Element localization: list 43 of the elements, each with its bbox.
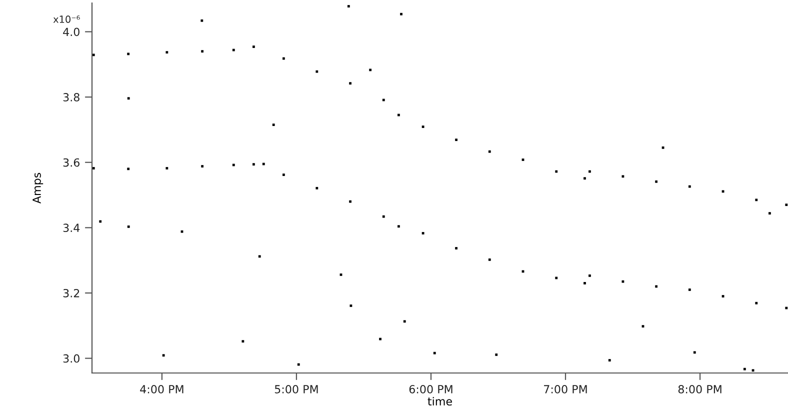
point — [127, 225, 130, 228]
y-tick-label: 3.0 — [63, 354, 80, 363]
point — [382, 215, 385, 218]
x-tick-label: 8:00 PM — [678, 385, 722, 394]
text: x10⁻⁶ — [53, 16, 80, 23]
point — [488, 150, 491, 153]
point — [755, 198, 758, 202]
point — [162, 354, 165, 357]
x-tick-label: 6:00 PM — [409, 385, 452, 394]
point — [785, 204, 788, 206]
point — [755, 302, 758, 304]
x-tick-label: 5:00 PM — [274, 385, 318, 394]
y-axis-title: Amps — [32, 172, 44, 204]
point — [127, 97, 130, 100]
point — [242, 340, 244, 343]
y-tick-label: 3.8 — [63, 93, 80, 102]
point — [127, 52, 130, 56]
point — [403, 320, 406, 323]
point — [433, 352, 436, 354]
point — [655, 180, 658, 183]
point — [488, 258, 491, 261]
point — [316, 186, 318, 190]
point — [127, 168, 130, 170]
x-tick-label: 7:00 PM — [544, 385, 587, 394]
point — [622, 280, 624, 283]
point — [200, 19, 204, 22]
y-tick-label: 3.4 — [63, 224, 80, 232]
point — [252, 163, 255, 166]
point — [622, 175, 624, 178]
point — [272, 124, 275, 126]
point — [693, 351, 696, 354]
point — [92, 54, 95, 56]
point — [201, 50, 204, 53]
y-tick-label: 3.6 — [63, 158, 80, 167]
point — [166, 51, 168, 54]
point — [316, 70, 318, 73]
x-tick-label: 4:00 PM — [140, 385, 184, 394]
point — [369, 68, 372, 72]
point — [743, 368, 746, 370]
y-tick-label: 3.2 — [63, 288, 80, 298]
y-tick-label: 4.0 — [63, 28, 80, 36]
x-axis-title: time — [428, 396, 452, 406]
point — [258, 255, 261, 258]
